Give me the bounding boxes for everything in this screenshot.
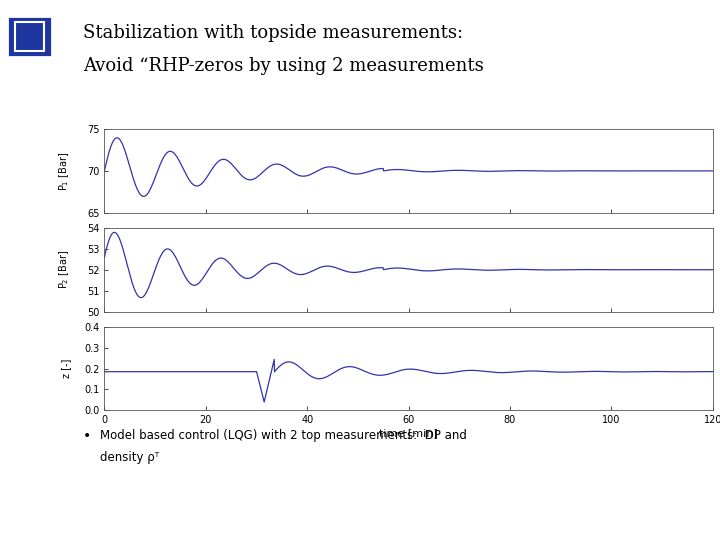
Text: Avoid “RHP-zeros by using 2 measurements: Avoid “RHP-zeros by using 2 measurements [83, 57, 484, 75]
Text: 16: 16 [10, 505, 26, 518]
Text: Model based control (LQG) with 2 top measurements:  DP and: Model based control (LQG) with 2 top mea… [100, 429, 467, 442]
Y-axis label: P$_1$ [Bar]: P$_1$ [Bar] [57, 151, 71, 191]
X-axis label: time [min]: time [min] [379, 428, 438, 438]
Text: density ρᵀ: density ρᵀ [100, 451, 159, 464]
Text: NTNU: NTNU [20, 144, 39, 201]
FancyBboxPatch shape [14, 22, 45, 51]
Text: •: • [83, 429, 91, 443]
FancyBboxPatch shape [7, 16, 52, 57]
Y-axis label: z [-]: z [-] [61, 359, 71, 378]
Text: Stabilization with topside measurements:: Stabilization with topside measurements: [83, 24, 463, 42]
Y-axis label: P$_2$ [Bar]: P$_2$ [Bar] [57, 250, 71, 289]
